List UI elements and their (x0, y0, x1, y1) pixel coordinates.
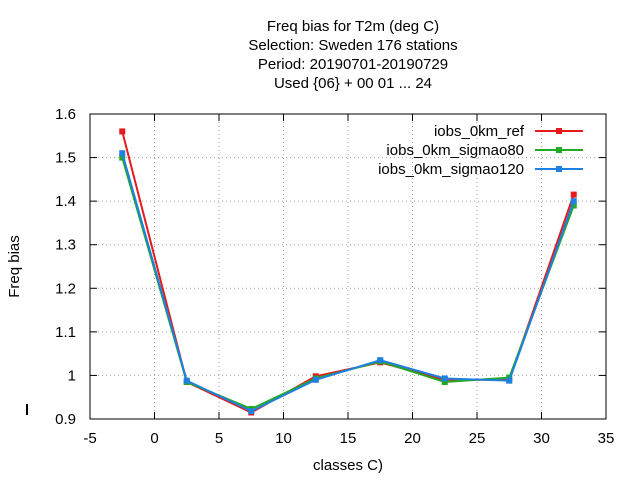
legend-label: iobs_0km_sigmao80 (386, 142, 524, 159)
data-point (570, 198, 577, 205)
legend-swatch-marker (556, 166, 562, 172)
data-point (506, 377, 513, 384)
data-point (312, 376, 319, 383)
x-tick-label: 30 (533, 430, 550, 447)
y-tick-label: 0.9 (55, 411, 76, 428)
plot-frame (89, 113, 607, 420)
y-tick-label: 1 (68, 367, 76, 384)
x-tick-label: 10 (275, 430, 292, 447)
data-point (506, 374, 513, 381)
data-point (570, 202, 577, 209)
data-point (119, 128, 126, 135)
data-point (119, 150, 126, 157)
data-point (441, 375, 448, 382)
chart-title: Freq bias for T2m (deg C) Selection: Swed… (248, 18, 457, 92)
x-tick-label: 5 (215, 430, 223, 447)
x-tick-label: 20 (404, 430, 421, 447)
title-line: Selection: Sweden 176 stations (248, 37, 457, 54)
x-axis-label: classes C) (313, 457, 383, 474)
legend-swatch-marker (556, 147, 562, 153)
y-tick-label: 1.1 (55, 324, 76, 341)
series-layer (119, 128, 577, 416)
y-tick-label: 1.2 (55, 280, 76, 297)
title-line: Freq bias for T2m (deg C) (267, 18, 439, 35)
y-tick-label: 1.6 (55, 106, 76, 123)
x-tick-label: 35 (598, 430, 615, 447)
y-tick-label: 1.5 (55, 150, 76, 167)
x-tick-label: 25 (469, 430, 486, 447)
y-tick-label: 1.4 (55, 193, 76, 210)
title-line: Used {06} + 00 01 ... 24 (274, 75, 432, 92)
x-tick-label: 15 (340, 430, 357, 447)
legend-swatch-marker (556, 128, 562, 134)
data-point (570, 191, 577, 198)
y-axis-label: Freq bias (6, 235, 23, 298)
y-tick-label: 1.3 (55, 237, 76, 254)
legend: iobs_0km_ref iobs_0km_sigmao80 iobs_0km_si… (378, 123, 583, 178)
data-point (119, 154, 126, 161)
legend-label: iobs_0km_ref (434, 123, 525, 140)
data-point (441, 378, 448, 385)
x-tick-label: 0 (150, 430, 158, 447)
data-point (248, 408, 255, 415)
x-tick-label: -5 (83, 430, 96, 447)
legend-label: iobs_0km_sigmao120 (378, 161, 524, 178)
series-line-iobs_0km_sigmao80 (121, 157, 575, 410)
data-point (377, 357, 384, 364)
data-point (183, 377, 190, 384)
axis-ticks: -5 0 5 10 15 20 25 30 35 0.9 1 1.1 1.2 1.3 1.4 1.5 1.6 (55, 106, 614, 447)
title-line: Period: 20190701-20190729 (258, 56, 448, 73)
series-line-iobs_0km_sigmao120 (121, 152, 575, 413)
grid (90, 114, 606, 419)
